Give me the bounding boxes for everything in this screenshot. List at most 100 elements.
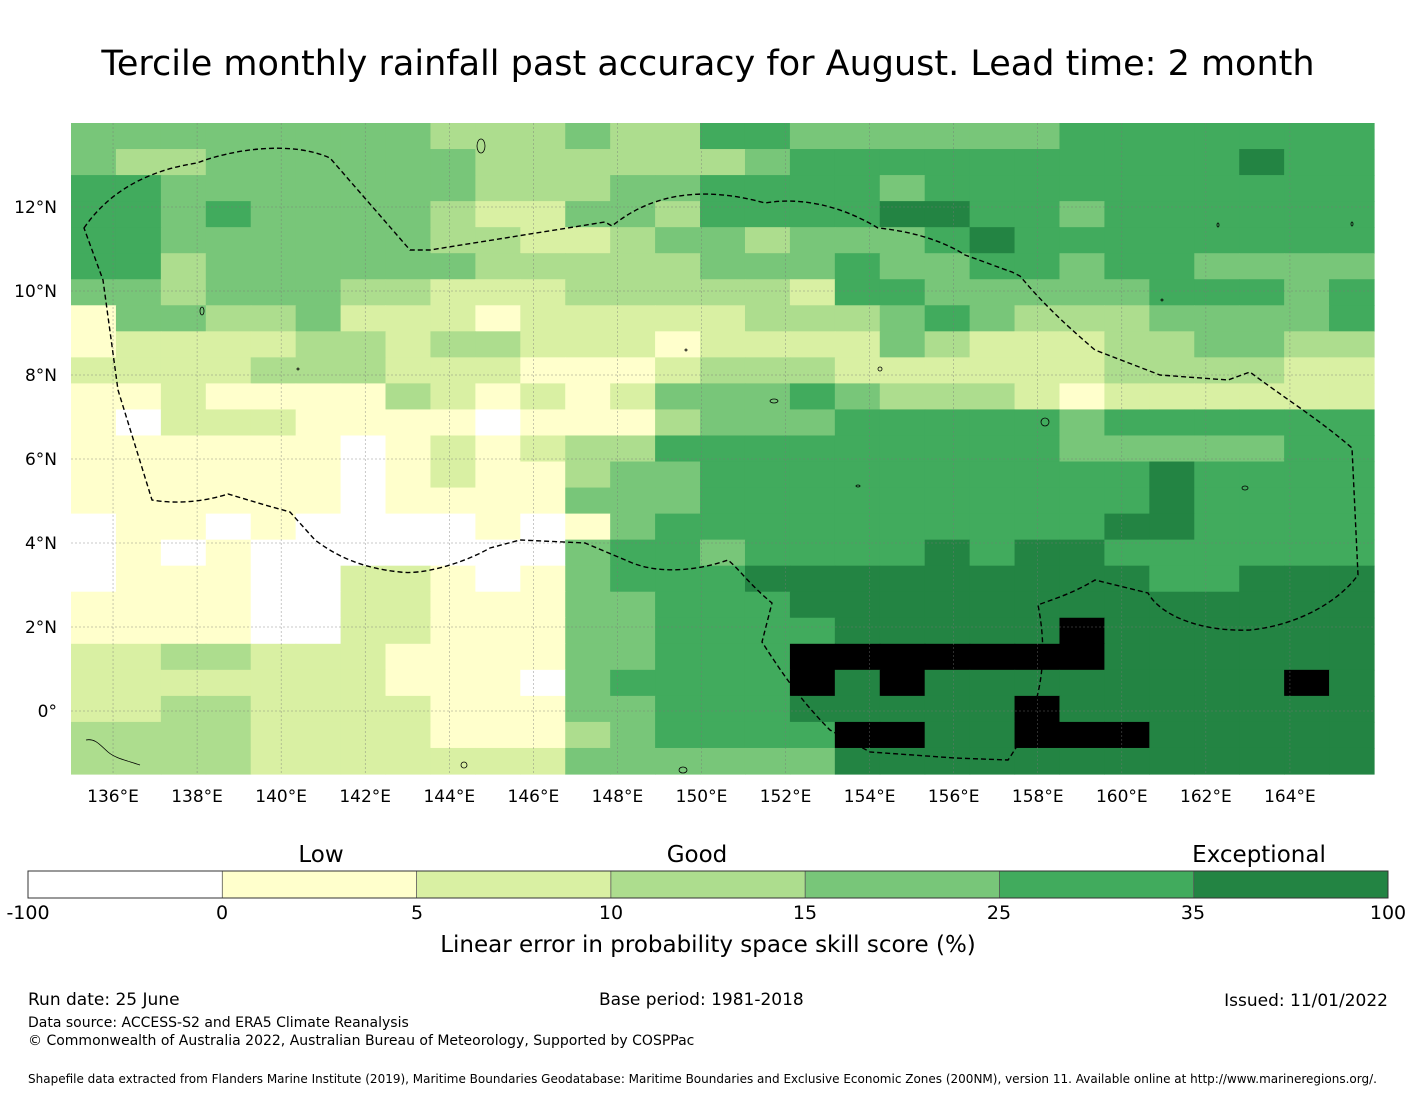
grid-cell bbox=[700, 409, 746, 437]
grid-cell bbox=[1239, 149, 1285, 176]
grid-cell bbox=[115, 409, 162, 437]
grid-cell bbox=[160, 721, 207, 749]
grid-cell bbox=[250, 383, 297, 411]
grid-cell bbox=[700, 721, 746, 749]
grid-cell bbox=[250, 617, 297, 645]
grid-cell bbox=[789, 591, 836, 619]
grid-cell bbox=[1194, 513, 1240, 541]
grid-cell bbox=[1059, 227, 1106, 254]
grid-cell bbox=[160, 695, 207, 723]
grid-cell bbox=[1014, 513, 1061, 541]
grid-cell bbox=[1194, 357, 1240, 384]
grid-cell bbox=[924, 513, 971, 541]
colorbar-tick: -100 bbox=[6, 902, 50, 924]
colorbar-swatch bbox=[28, 871, 223, 898]
grid-cell bbox=[475, 331, 521, 358]
grid-cell bbox=[834, 643, 881, 671]
grid-cell bbox=[520, 435, 566, 463]
grid-cell bbox=[924, 565, 971, 593]
grid-cell bbox=[160, 747, 207, 775]
grid-cell bbox=[250, 149, 297, 176]
grid-cell bbox=[520, 539, 566, 567]
grid-cell bbox=[744, 227, 791, 254]
grid-cell bbox=[205, 253, 252, 280]
grid-cell bbox=[834, 357, 881, 384]
grid-cell bbox=[160, 591, 207, 619]
grid-cell bbox=[520, 175, 566, 202]
grid-cell bbox=[475, 721, 521, 749]
grid-cell bbox=[1239, 175, 1285, 202]
island-outline bbox=[678, 766, 688, 774]
grid-cell bbox=[475, 695, 521, 723]
grid-cell bbox=[789, 409, 836, 437]
grid-cell bbox=[250, 747, 297, 775]
grid-cell bbox=[385, 669, 432, 697]
grid-cell bbox=[879, 643, 926, 671]
grid-cell bbox=[71, 695, 117, 723]
grid-cell bbox=[520, 409, 566, 437]
grid-cell bbox=[1104, 383, 1150, 411]
grid-cell bbox=[430, 175, 476, 202]
grid-cell bbox=[834, 591, 881, 619]
grid-cell bbox=[430, 487, 476, 515]
grid-cell bbox=[205, 305, 252, 332]
grid-cell bbox=[1149, 487, 1195, 515]
grid-cell bbox=[700, 357, 746, 384]
grid-cell bbox=[610, 643, 656, 671]
grid-cell bbox=[1014, 565, 1061, 593]
copyright-notice: © Commonwealth of Australia 2022, Austra… bbox=[28, 1033, 695, 1049]
grid-cell bbox=[1014, 591, 1061, 619]
grid-cell bbox=[205, 461, 252, 489]
grid-cell bbox=[655, 747, 701, 775]
grid-cell bbox=[1329, 331, 1375, 358]
grid-cell bbox=[340, 331, 387, 358]
grid-cell bbox=[1104, 123, 1150, 150]
grid-cell bbox=[430, 357, 476, 384]
grid-cell bbox=[1239, 617, 1285, 645]
grid-cell bbox=[1059, 435, 1106, 463]
grid-cell bbox=[924, 721, 971, 749]
grid-cell bbox=[295, 227, 342, 254]
grid-cell bbox=[250, 461, 297, 489]
grid-cell bbox=[1149, 409, 1195, 437]
grid-cell bbox=[969, 539, 1016, 567]
grid-cell bbox=[430, 149, 476, 176]
grid-cell bbox=[969, 461, 1016, 489]
grid-cell bbox=[1194, 331, 1240, 358]
grid-cell bbox=[834, 305, 881, 332]
grid-cell bbox=[1329, 565, 1375, 593]
grid-cell bbox=[1104, 747, 1150, 775]
grid-cell bbox=[71, 539, 117, 567]
grid-cell bbox=[160, 305, 207, 332]
grid-cell bbox=[655, 409, 701, 437]
grid-cell bbox=[1104, 149, 1150, 176]
grid-cell bbox=[879, 539, 926, 567]
grid-cell bbox=[71, 487, 117, 515]
grid-cell bbox=[71, 669, 117, 697]
grid-cell bbox=[115, 539, 162, 567]
longitude-tick-label: 160°E bbox=[1096, 787, 1148, 807]
colorbar-tick: 100 bbox=[1369, 902, 1407, 924]
grid-cell bbox=[340, 409, 387, 437]
colorbar-swatch bbox=[805, 871, 1000, 898]
grid-cell bbox=[1059, 617, 1106, 645]
grid-cell bbox=[295, 435, 342, 463]
grid-cell bbox=[1284, 201, 1330, 228]
grid-cell bbox=[1329, 747, 1375, 775]
colorbar-category-exceptional: Exceptional bbox=[1192, 842, 1326, 868]
grid-cell bbox=[160, 357, 207, 384]
grid-cell bbox=[295, 175, 342, 202]
grid-cell bbox=[744, 331, 791, 358]
grid-cell bbox=[565, 383, 611, 411]
grid-cell bbox=[834, 279, 881, 306]
grid-cell bbox=[160, 539, 207, 567]
grid-cell bbox=[969, 513, 1016, 541]
grid-cell bbox=[160, 253, 207, 280]
grid-cell bbox=[744, 695, 791, 723]
grid-cell bbox=[1284, 487, 1330, 515]
grid-cell bbox=[655, 331, 701, 358]
grid-cell bbox=[385, 435, 432, 463]
grid-cell bbox=[1284, 331, 1330, 358]
grid-cell bbox=[1239, 513, 1285, 541]
